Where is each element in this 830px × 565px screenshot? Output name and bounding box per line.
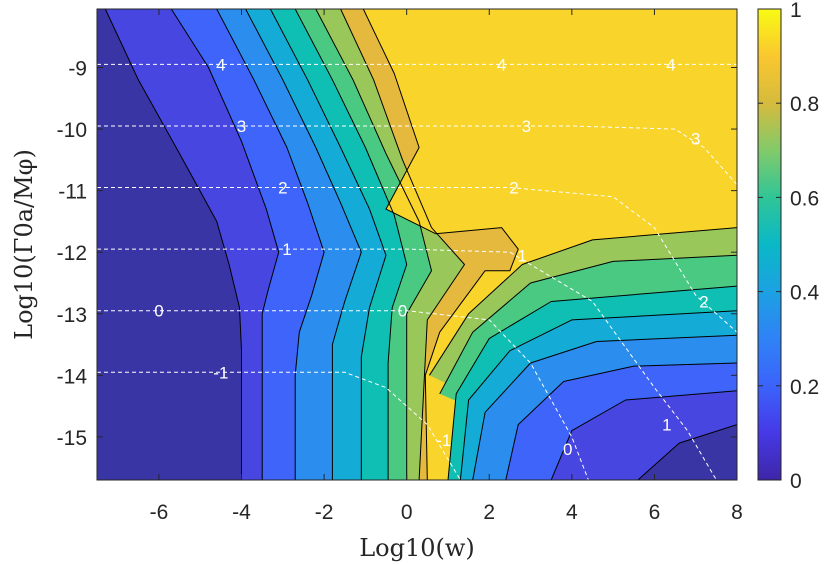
dashed-contour-label: 1 [518, 246, 527, 265]
y-tick-label: -9 [68, 57, 87, 80]
colorbar: 0 0.2 0.4 0.6 0.8 1 [757, 0, 820, 493]
x-tick-label: 4 [566, 501, 578, 524]
dashed-contour-label: -1 [213, 363, 228, 382]
colorbar-tick-label: 0.4 [790, 282, 820, 305]
contour-line-0.9 [362, 9, 519, 480]
contour-line-0.4 [472, 334, 737, 480]
dashed-contour-label: 1 [662, 416, 671, 435]
x-axis: -6 -4 -2 0 2 4 6 8 [150, 9, 743, 524]
dashed-contour-label: 2 [278, 179, 287, 198]
contour-line-0.7 [315, 9, 432, 480]
y-axis: -9-10-11-12-13-14-15 [57, 57, 737, 450]
y-tick-label: -12 [57, 242, 87, 265]
dashed-contour-label: 3 [237, 117, 246, 136]
contour-line-0.4 [245, 9, 362, 480]
dashed-contour-label: 0 [398, 302, 407, 321]
colorbar-tick-label: 0.2 [790, 376, 819, 399]
dashed-contour-label: -1 [436, 431, 451, 450]
contour-line-0.3 [216, 9, 325, 480]
plot-frame [96, 8, 738, 481]
contour-line-0.6 [447, 285, 737, 480]
y-tick-label: -10 [57, 119, 87, 142]
colorbar-tick-label: 0 [790, 470, 802, 493]
contour-line-0.1 [637, 424, 737, 480]
x-tick-label: -4 [232, 501, 251, 524]
contour-line-0.6 [294, 9, 408, 480]
dashed-contour-label: 4 [497, 55, 506, 74]
dashed-contour-label: 2 [699, 292, 708, 311]
dashed-contour-label: 3 [691, 129, 700, 148]
dashed-contour-label: 0 [563, 440, 572, 459]
x-tick-label: 2 [483, 501, 495, 524]
y-tick-label: -14 [57, 365, 88, 388]
contour-line-0.2 [550, 390, 737, 480]
dashed-contour-1 [97, 248, 717, 480]
x-tick-label: 6 [649, 501, 661, 524]
dashed-contour-2 [97, 187, 737, 333]
dashed-contour-label: 3 [522, 117, 531, 136]
x-tick-label: -6 [150, 501, 169, 524]
x-tick-label: 8 [731, 501, 743, 524]
y-tick-label: -11 [58, 181, 87, 204]
contour-line-0.5 [459, 310, 737, 480]
plot-area: 4 4 4 3 3 3 2 2 2 1 1 1 0 0 0 -1 -1 [96, 8, 738, 481]
contour-band-lr-0.1 [637, 424, 737, 480]
dashed-contour-label: 1 [282, 240, 291, 259]
colorbar-tick-label: 0.8 [790, 93, 819, 116]
dashed-contour-3 [97, 125, 737, 185]
y-tick-label: -15 [57, 427, 87, 450]
contour-line-0.8 [428, 227, 737, 376]
y-axis-label: Log10(Γ0a/Mφ) [10, 149, 38, 340]
colorbar-tick-label: 0.6 [790, 187, 819, 210]
x-tick-label: -2 [315, 501, 334, 524]
contour-line-0.7 [439, 254, 737, 395]
contour-line-0.8 [340, 9, 465, 480]
contour-line-0.3 [505, 362, 737, 480]
x-axis-label: Log10(w) [359, 534, 475, 562]
dashed-contour-label: 0 [154, 302, 163, 321]
dashed-contour-label: 4 [666, 55, 675, 74]
dashed-contour-label: 4 [216, 55, 225, 74]
contour-line-0.5 [269, 9, 387, 480]
dashed-contour-label: 2 [509, 179, 518, 198]
colorbar-gradient [757, 8, 782, 481]
contour-line-0.2 [170, 9, 280, 480]
y-tick-label: -13 [57, 304, 87, 327]
colorbar-tick-label: 1 [790, 0, 802, 22]
dashed-contour-0 [97, 310, 589, 480]
x-tick-label: 0 [401, 501, 413, 524]
contour-line-0.1 [104, 9, 242, 480]
